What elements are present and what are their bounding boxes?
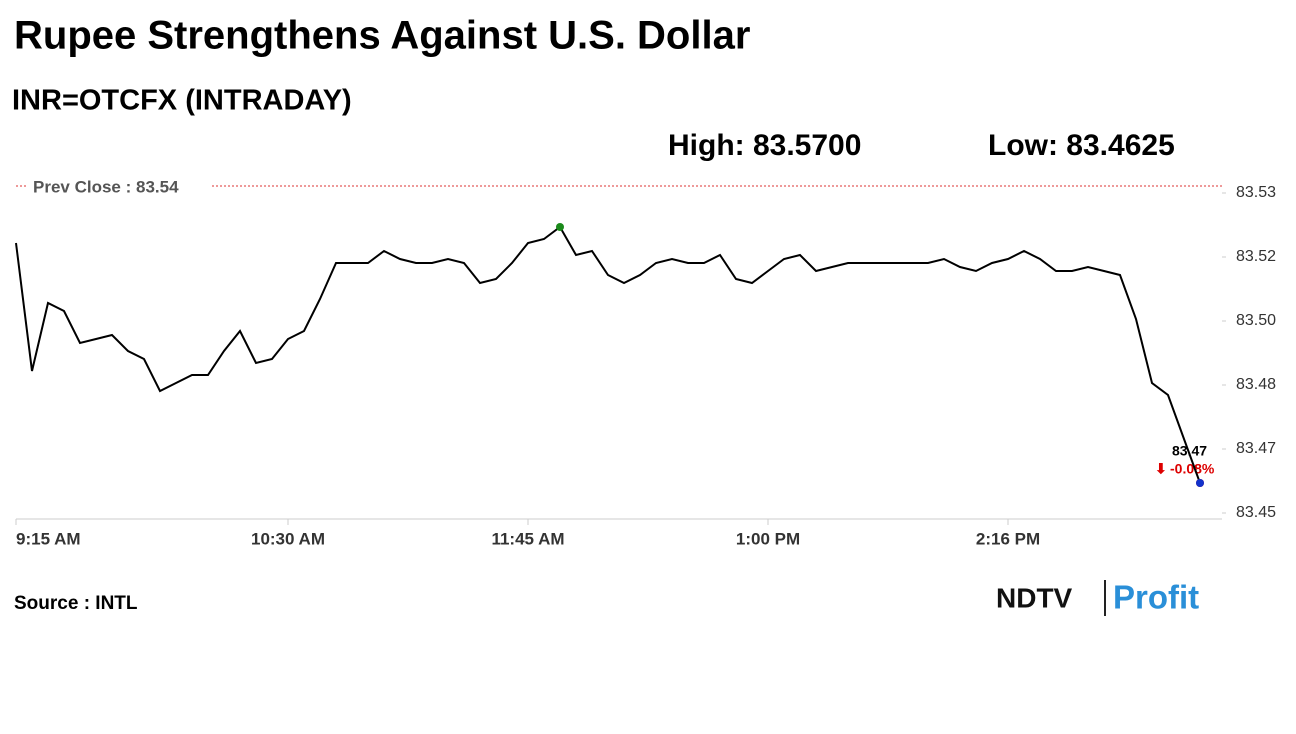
high-dot: [556, 223, 564, 231]
chart-subtitle: INR=OTCFX (INTRADAY): [12, 85, 352, 117]
change-label: -0.08%: [1170, 461, 1215, 477]
price-line: [15, 225, 1201, 484]
chart-title: Rupee Strengthens Against U.S. Dollar: [14, 14, 750, 58]
last-value-label: 83.47: [1172, 443, 1207, 459]
x-tick-label: 2:16 PM: [976, 529, 1040, 548]
y-tick-label: 83.50: [1236, 312, 1276, 329]
source: Source : INTL: [14, 593, 138, 614]
last-dot: [1196, 479, 1204, 487]
x-tick-label: 11:45 AM: [491, 529, 564, 548]
logo-ndtv: NDTV: [996, 582, 1073, 613]
label-bg: [26, 176, 210, 198]
y-tick-label: 83.45: [1236, 504, 1276, 521]
high-label: High: 83.5700: [668, 129, 861, 162]
y-tick-label: 83.52: [1236, 248, 1276, 265]
y-tick-label: 83.53: [1236, 184, 1276, 201]
y-tick-label: 83.48: [1236, 376, 1276, 393]
change-arrow: ⬇: [1155, 461, 1167, 477]
x-tick-label: 10:30 AM: [251, 529, 325, 548]
logo-profit: Profit: [1113, 579, 1199, 616]
y-tick-label: 83.47: [1236, 440, 1276, 457]
low-label: Low: 83.4625: [988, 129, 1175, 162]
prev-close-label: Prev Close : 83.54: [33, 177, 179, 196]
x-tick-label: 9:15 AM: [16, 529, 81, 548]
x-tick-label: 1:00 PM: [736, 529, 800, 548]
